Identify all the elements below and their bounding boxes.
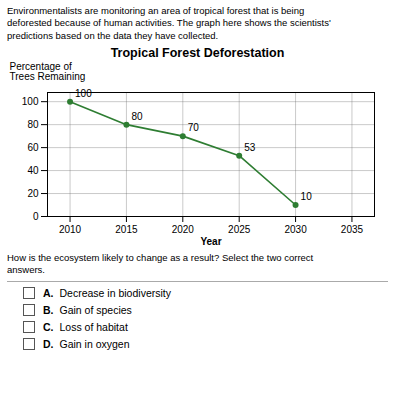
html-text:Environmentalists are monitori: Environmentalists are monitoring an area… [7,5,331,41]
svg-text:80: 80 [131,111,143,122]
html-text:A.: A. [43,286,54,299]
html-text:Tropical Forest Deforestation: Tropical Forest Deforestation [110,46,285,60]
html-text:Gain in oxygen: Gain in oxygen [59,337,130,350]
html-text:Gain of species: Gain of species [59,303,132,316]
svg-text:40: 40 [27,165,39,176]
svg-text:2025: 2025 [228,224,251,235]
svg-text:2010: 2010 [59,224,82,235]
html-text:Decrease in biodiversity: Decrease in biodiversity [59,286,171,299]
svg-text:Percentage ofTrees Remaining: Percentage ofTrees Remaining [10,61,86,82]
svg-text:80: 80 [27,119,39,130]
svg-text:100: 100 [75,88,92,99]
html-text:Loss of habitat: Loss of habitat [59,320,128,333]
html-text:How is the ecosystem likely to: How is the ecosystem likely to change as… [7,252,314,276]
svg-text:100: 100 [22,96,39,107]
svg-text:53: 53 [244,142,256,153]
svg-text:2015: 2015 [115,224,138,235]
html-text:B.: B. [43,303,54,316]
svg-text:20: 20 [27,188,39,199]
svg-text:70: 70 [188,122,200,133]
svg-text:2020: 2020 [172,224,195,235]
svg-text:10: 10 [301,191,313,202]
svg-text:Year: Year [200,236,221,247]
svg-text:2030: 2030 [284,224,307,235]
svg-text:0: 0 [33,211,39,222]
html-text:C.: C. [43,320,54,333]
svg-text:2035: 2035 [341,224,364,235]
html-text:D.: D. [43,337,54,350]
svg-text:60: 60 [27,142,39,153]
